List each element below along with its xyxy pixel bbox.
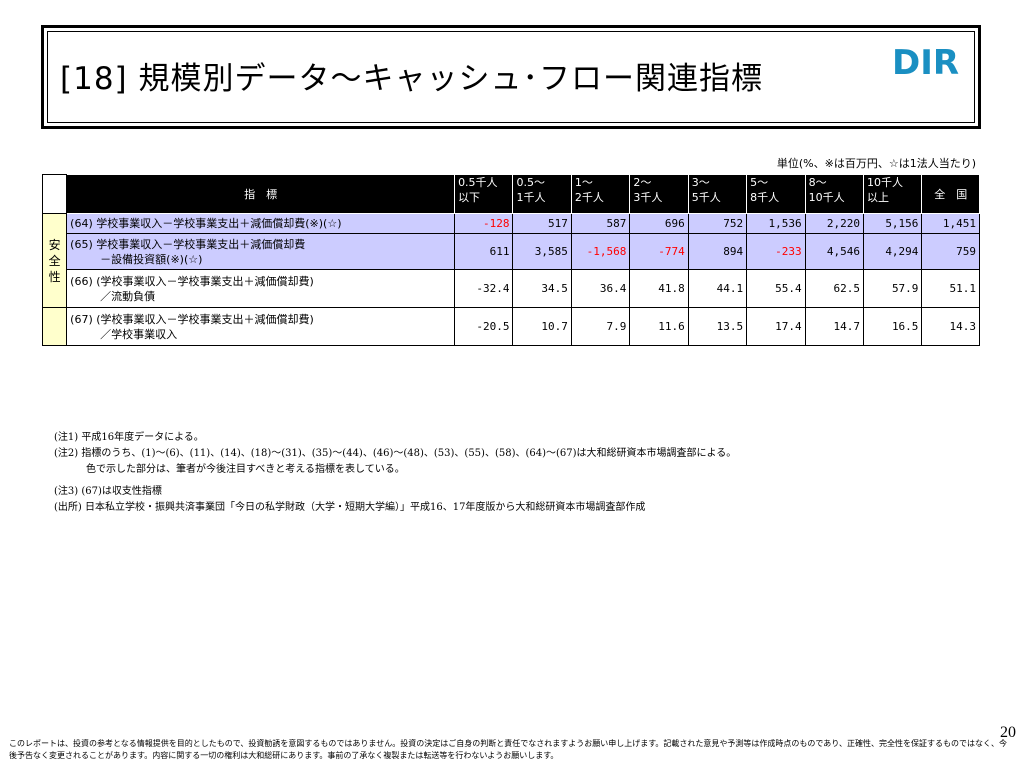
table-row: 安全性 (64) 学校事業収入－学校事業支出＋減価償却費(※)(☆) -128 517… [41, 213, 980, 308]
table-cell: 752 [687, 213, 748, 234]
table-cell: -20.5 [454, 307, 514, 346]
header-blank-cell [41, 174, 68, 214]
metrics-table: 指 標 0.5千人 以下 0.5～ 1千人 1～ 2千人 2～ 3千人 3～ 5千人 5～… [41, 174, 980, 346]
table-cell: 55.4 [746, 269, 806, 308]
table-row: (67) (学校事業収入－学校事業支出＋減価償却費) ／学校事業収入 -20.5 10… [41, 307, 980, 346]
table-cell: 62.5 [804, 269, 865, 308]
note-source: (出所) 日本私立学校・振興共済事業団「今日の私学財政（大学・短期大学編）」平成… [54, 502, 646, 513]
side-group-label: 安全性 [41, 213, 68, 308]
table-cell: 4,294 [863, 233, 923, 270]
row-label: (66) (学校事業収入－学校事業支出＋減価償却費) ／流動負債 [66, 269, 456, 308]
header-col-5: 3～ 5千人 [687, 174, 748, 214]
table-cell: 44.1 [687, 269, 748, 308]
header-col-3: 1～ 2千人 [570, 174, 631, 214]
table-cell: 41.8 [629, 269, 689, 308]
table-cell: 34.5 [512, 269, 572, 308]
header-col-2: 0.5～ 1千人 [512, 174, 572, 214]
row-label-line1: (66) (学校事業収入－学校事業支出＋減価償却費) [70, 274, 314, 288]
table-cell: -233 [746, 233, 806, 270]
table-cell: 13.5 [687, 307, 748, 346]
table-cell: 696 [629, 213, 689, 234]
table-cell: 51.1 [921, 269, 980, 308]
table-cell: 4,546 [804, 233, 865, 270]
table-cell: 36.4 [570, 269, 631, 308]
table-cell: 7.9 [570, 307, 631, 346]
table-cell: 14.7 [804, 307, 865, 346]
table-cell: 894 [687, 233, 748, 270]
header-total: 全 国 [921, 174, 980, 214]
page-number: 20 [1000, 724, 1016, 741]
row-label-line1: (65) 学校事業収入－学校事業支出＋減価償却費 [70, 237, 306, 251]
table-cell: 517 [512, 213, 572, 234]
header-col-7: 8～ 10千人 [804, 174, 865, 214]
table-cell: 16.5 [863, 307, 923, 346]
note-2-cont: 色で示した部分は、筆者が今後注目すべきと考える指標を表している。 [86, 464, 405, 475]
table-cell: 14.3 [921, 307, 980, 346]
header-col-8: 10千人 以上 [863, 174, 923, 214]
table-row: (65) 学校事業収入－学校事業支出＋減価償却費 －設備投資額(※)(☆) 611 3… [43, 233, 980, 270]
row-label-line2: ／学校事業収入 [100, 327, 178, 341]
row-label-line1: (64) 学校事業収入－学校事業支出＋減価償却費(※)(☆) [70, 217, 342, 230]
table-cell: 57.9 [863, 269, 923, 308]
header-index: 指 標 [66, 174, 456, 214]
table-cell: -774 [629, 233, 689, 270]
row-label: (67) (学校事業収入－学校事業支出＋減価償却費) ／学校事業収入 [66, 307, 456, 346]
dir-logo: DIR [892, 43, 964, 83]
note-3: (注3) (67)は収支性指標 [54, 486, 162, 497]
table-cell: -128 [454, 213, 514, 234]
table-cell: 5,156 [863, 213, 923, 234]
table-cell: -1,568 [570, 233, 631, 270]
table-cell: 2,220 [804, 213, 865, 234]
row-label-line2: －設備投資額(※)(☆) [100, 252, 203, 266]
table-cell: 10.7 [512, 307, 572, 346]
logo-text: DIR [892, 43, 959, 79]
table-row: (66) (学校事業収入－学校事業支出＋減価償却費) ／流動負債 -32.4 34.5… [43, 269, 980, 308]
table-cell: 11.6 [629, 307, 689, 346]
row-label: (64) 学校事業収入－学校事業支出＋減価償却費(※)(☆) [66, 213, 456, 234]
table-cell: 587 [570, 213, 631, 234]
note-1: (注1) 平成16年度データによる。 [54, 432, 204, 443]
table-cell: 1,536 [746, 213, 806, 234]
header-col-4: 2～ 3千人 [629, 174, 689, 214]
side-blank-cell [41, 307, 68, 346]
note-2: (注2) 指標のうち、(1)～(6)、(11)、(14)、(18)～(31)、(… [54, 448, 737, 459]
row-label-line2: ／流動負債 [100, 289, 156, 303]
notes: (注1) 平成16年度データによる。 (注2) 指標のうち、(1)～(6)、(1… [54, 430, 736, 516]
header-col-1: 0.5千人 以下 [454, 174, 514, 214]
table-cell: 1,451 [921, 213, 980, 234]
table-cell: 611 [454, 233, 514, 270]
disclaimer: このレポートは、投資の参考となる情報提供を目的としたもので、投資勧誘を意図するも… [9, 739, 1007, 760]
table-cell: 3,585 [512, 233, 572, 270]
title-box: [18] 規模別データ～キャッシュ･フロー関連指標 DIR [41, 25, 981, 129]
dir-logo-icon: DIR [892, 43, 959, 83]
header-col-6: 5～ 8千人 [746, 174, 806, 214]
title-inner-border [47, 31, 975, 123]
row-label-line1: (67) (学校事業収入－学校事業支出＋減価償却費) [70, 312, 314, 326]
unit-note: 単位(%、※は百万円、☆は1法人当たり) [776, 157, 976, 170]
table-cell: -32.4 [454, 269, 514, 308]
table-cell: 17.4 [746, 307, 806, 346]
table-header-row: 指 標 0.5千人 以下 0.5～ 1千人 1～ 2千人 2～ 3千人 3～ 5千人 5～… [41, 174, 980, 214]
page-title: [18] 規模別データ～キャッシュ･フロー関連指標 [60, 61, 763, 97]
row-label: (65) 学校事業収入－学校事業支出＋減価償却費 －設備投資額(※)(☆) [66, 233, 456, 270]
table-cell: 759 [921, 233, 980, 270]
